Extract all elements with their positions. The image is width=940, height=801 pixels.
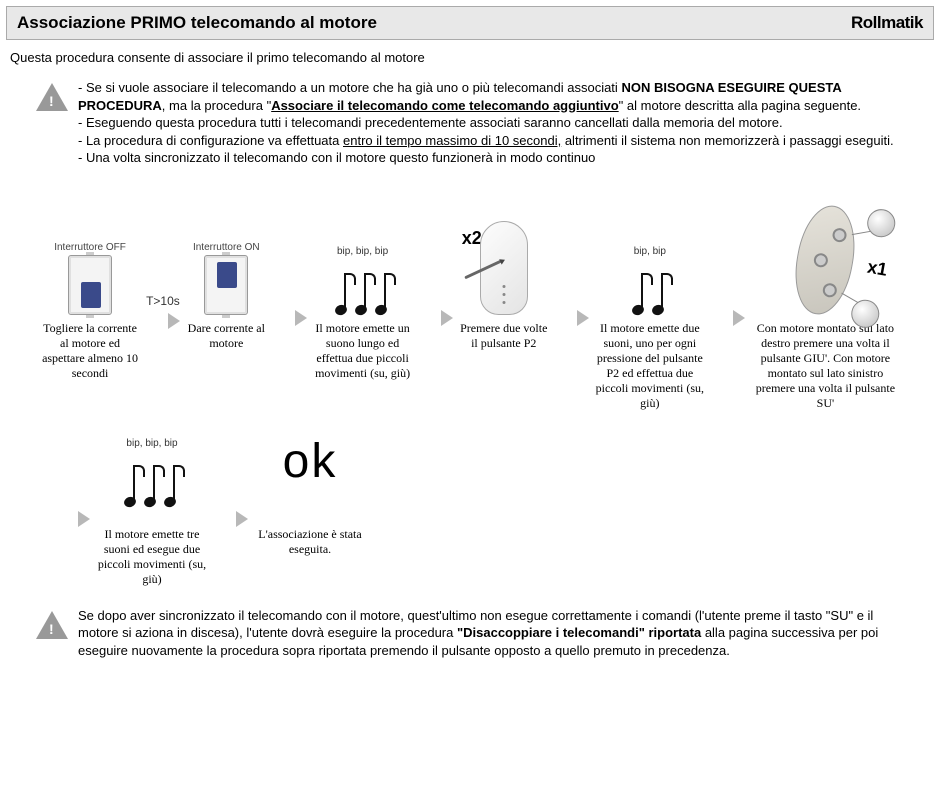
warning-icon: [36, 611, 68, 639]
arrow-2: [273, 307, 307, 329]
step-1: Interruttore OFF Togliere la corrente al…: [36, 185, 144, 381]
step3-bip: bip, bip, bip: [337, 246, 388, 259]
x2-label: x2: [462, 227, 482, 250]
w1-l3c: altrimenti il sistema non memorizzerà i …: [561, 133, 893, 148]
step7-caption: Il motore emette tre suoni ed esegue due…: [92, 527, 212, 587]
step5-caption: Il motore emette due suoni, uno per ogni…: [591, 321, 709, 411]
breaker-off-icon: [68, 255, 112, 315]
t10s-label: T>10s: [146, 294, 180, 308]
step-3: bip, bip, bip Il motore emette un suono …: [309, 185, 417, 381]
step1-caption: Togliere la corrente al motore ed aspett…: [36, 321, 144, 381]
w1-l3b: entro il tempo massimo di 10 secondi,: [343, 133, 561, 148]
step5-bip: bip, bip: [634, 246, 666, 259]
w1-l3a: - La procedura di configurazione va effe…: [78, 133, 343, 148]
w1-l1a: - Se si vuole associare il telecomando a…: [78, 80, 621, 95]
remote-icon: [480, 221, 528, 315]
step4-caption: Premere due volte il pulsante P2: [455, 321, 553, 351]
notes-2-icon: [632, 267, 668, 315]
warning-icon: [36, 83, 68, 111]
notes-3b-icon: [124, 459, 180, 507]
step-4: x2 Premere due volte il pulsante P2: [455, 185, 553, 351]
arrow-6: [56, 508, 90, 530]
warning-block-2: Se dopo aver sincronizzato il telecomand…: [36, 607, 904, 660]
w1-l1e: " al motore descritta alla pagina seguen…: [619, 98, 861, 113]
step-8: ok L'associazione è stata eseguita.: [250, 417, 370, 557]
step-5: bip, bip Il motore emette due suoni, uno…: [591, 185, 709, 411]
arrow-5: [711, 307, 745, 329]
arrow-3: [419, 307, 453, 329]
breaker-on-icon: [204, 255, 248, 315]
arrow-1: T>10s: [146, 294, 180, 332]
x1-label: x1: [866, 255, 890, 281]
arrow-7: [214, 508, 248, 530]
warning-text-2: Se dopo aver sincronizzato il telecomand…: [78, 607, 904, 660]
intro-text: Questa procedura consente di associare i…: [10, 50, 930, 65]
step6-caption: Con motore montato sul lato destro preme…: [747, 321, 904, 411]
steps-row-1: Interruttore OFF Togliere la corrente al…: [36, 185, 904, 411]
page-title: Associazione PRIMO telecomando al motore: [17, 13, 377, 33]
step7-bip: bip, bip, bip: [126, 438, 177, 451]
ok-label: ok: [283, 432, 338, 492]
steps-row-2: bip, bip, bip Il motore emette tre suoni…: [56, 417, 904, 587]
w1-l1c: , ma la procedura ": [162, 98, 271, 113]
step-7: bip, bip, bip Il motore emette tre suoni…: [92, 417, 212, 587]
oval-remote-icon: x1: [788, 201, 862, 319]
step3-caption: Il motore emette un suono lungo ed effet…: [309, 321, 417, 381]
step-2: Interruttore ON Dare corrente al motore: [182, 185, 270, 351]
step-6: x1 Con motore montato sul lato destro pr…: [747, 185, 904, 411]
warning-text-1: - Se si vuole associare il telecomando a…: [78, 79, 904, 167]
zoom-icon: [865, 207, 897, 239]
arrow-4: [555, 307, 589, 329]
step2-caption: Dare corrente al motore: [182, 321, 270, 351]
pen-icon: [464, 259, 502, 279]
w1-l1d: Associare il telecomando come telecomand…: [271, 98, 618, 113]
header-bar: Associazione PRIMO telecomando al motore…: [6, 6, 934, 40]
w2-t2: "Disaccoppiare i telecomandi" riportata: [457, 625, 701, 640]
w1-l4: - Una volta sincronizzato il telecomando…: [78, 150, 595, 165]
brand-logo: Rollmatik: [851, 13, 923, 33]
w1-l2: - Eseguendo questa procedura tutti i tel…: [78, 115, 783, 130]
notes-3-icon: [335, 267, 391, 315]
warning-block-1: - Se si vuole associare il telecomando a…: [36, 79, 904, 167]
step8-caption: L'associazione è stata eseguita.: [250, 527, 370, 557]
